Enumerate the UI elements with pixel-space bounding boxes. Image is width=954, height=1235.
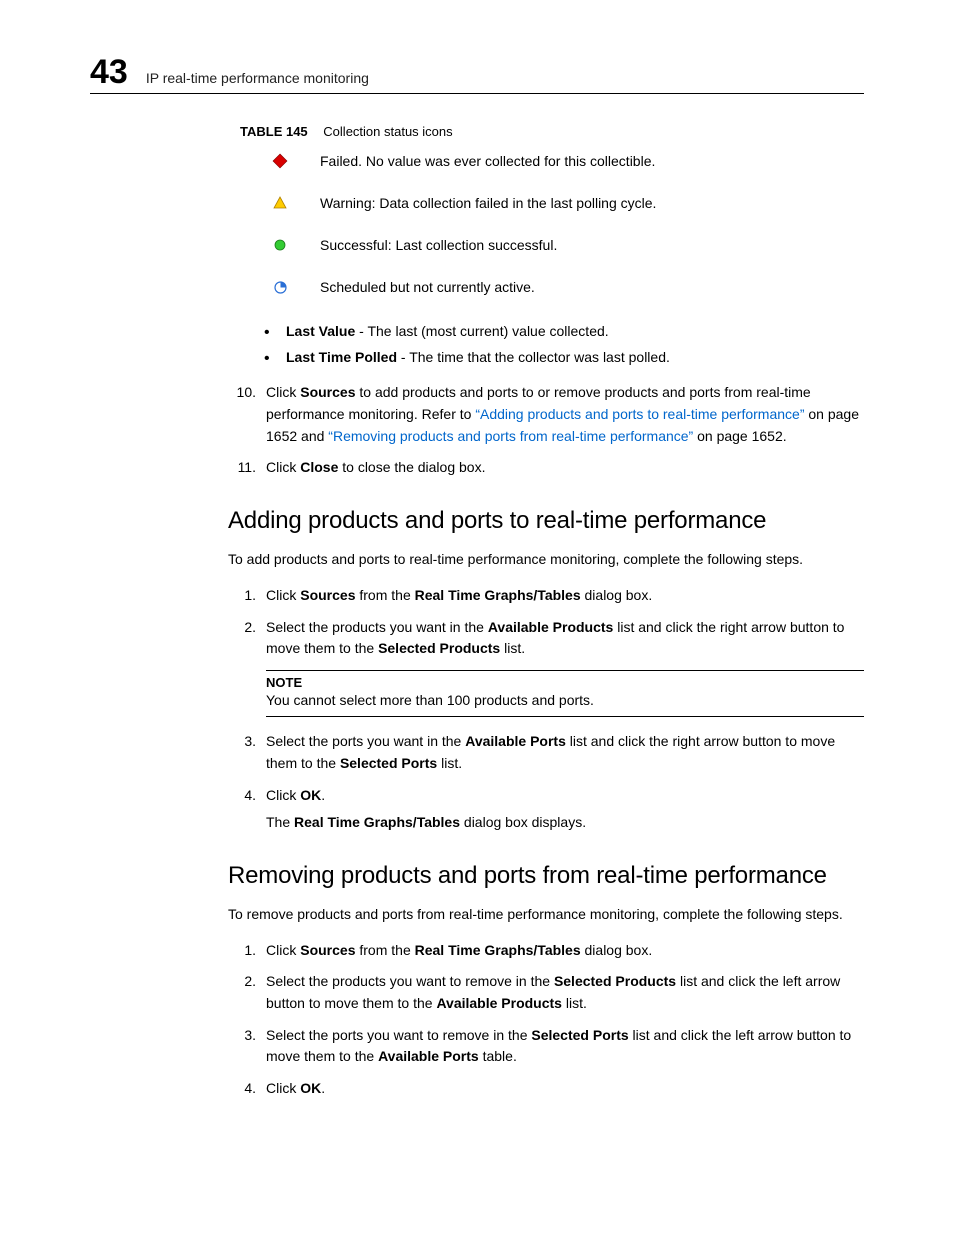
table-caption: TABLE 145 Collection status icons	[240, 124, 864, 139]
step-a2: 2. Select the products you want in the A…	[228, 617, 864, 660]
def-desc: - The last (most current) value collecte…	[355, 323, 608, 339]
def-term: Last Value	[286, 323, 355, 339]
steps-removing: 1. Click Sources from the Real Time Grap…	[228, 940, 864, 1100]
section-adding: Adding products and ports to real-time p…	[228, 507, 864, 535]
definition-list: Last Value - The last (most current) val…	[90, 321, 864, 368]
status-row-warning: Warning: Data collection failed in the l…	[240, 195, 864, 211]
scheduled-icon	[240, 281, 320, 294]
success-icon	[240, 239, 320, 251]
note-body: You cannot select more than 100 products…	[266, 690, 864, 710]
link-adding-products[interactable]: “Adding products and ports to real-time …	[475, 406, 804, 422]
step-a4: 4. Click OK. The Real Time Graphs/Tables…	[228, 785, 864, 834]
intro-adding: To add products and ports to real-time p…	[228, 549, 864, 571]
chapter-number: 43	[90, 55, 128, 89]
step-body: Click Close to close the dialog box.	[266, 457, 864, 479]
step-11: 11. Click Close to close the dialog box.	[228, 457, 864, 479]
def-term: Last Time Polled	[286, 349, 397, 365]
step-number: 10.	[228, 382, 266, 447]
note-box: NOTE You cannot select more than 100 pro…	[266, 670, 864, 717]
steps-adding-cont: 3. Select the ports you want in the Avai…	[228, 731, 864, 834]
def-last-value: Last Value - The last (most current) val…	[264, 321, 864, 343]
steps-adding: 1. Click Sources from the Real Time Grap…	[228, 585, 864, 660]
table-label-caption: Collection status icons	[323, 124, 452, 139]
failed-icon	[240, 153, 320, 169]
step-10: 10. Click Sources to add products and po…	[228, 382, 864, 447]
status-row-scheduled: Scheduled but not currently active.	[240, 279, 864, 295]
status-row-failed: Failed. No value was ever collected for …	[240, 153, 864, 169]
continued-steps: 10. Click Sources to add products and po…	[228, 382, 864, 479]
status-text: Scheduled but not currently active.	[320, 279, 535, 295]
step-b1: 1. Click Sources from the Real Time Grap…	[228, 940, 864, 962]
step-body: Click Sources to add products and ports …	[266, 382, 864, 447]
heading-adding: Adding products and ports to real-time p…	[228, 507, 864, 535]
page: 43 IP real-time performance monitoring T…	[0, 0, 954, 1235]
heading-removing: Removing products and ports from real-ti…	[228, 862, 864, 890]
step-number: 11.	[228, 457, 266, 479]
step-b4: 4. Click OK.	[228, 1078, 864, 1100]
status-text: Successful: Last collection successful.	[320, 237, 557, 253]
status-icon-table: TABLE 145 Collection status icons Failed…	[240, 124, 864, 295]
table-label-number: TABLE 145	[240, 124, 308, 139]
step-a4-result: The Real Time Graphs/Tables dialog box d…	[266, 812, 864, 834]
def-desc: - The time that the collector was last p…	[397, 349, 670, 365]
intro-removing: To remove products and ports from real-t…	[228, 904, 864, 926]
step-b3: 3. Select the ports you want to remove i…	[228, 1025, 864, 1068]
status-text: Failed. No value was ever collected for …	[320, 153, 655, 169]
running-header: 43 IP real-time performance monitoring	[90, 55, 864, 94]
section-removing: Removing products and ports from real-ti…	[228, 862, 864, 890]
note-title: NOTE	[266, 675, 864, 690]
step-a3: 3. Select the ports you want in the Avai…	[228, 731, 864, 774]
running-title: IP real-time performance monitoring	[146, 70, 369, 86]
step-a1: 1. Click Sources from the Real Time Grap…	[228, 585, 864, 607]
status-row-success: Successful: Last collection successful.	[240, 237, 864, 253]
def-last-time-polled: Last Time Polled - The time that the col…	[264, 347, 864, 369]
link-removing-products[interactable]: “Removing products and ports from real-t…	[328, 428, 693, 444]
step-b2: 2. Select the products you want to remov…	[228, 971, 864, 1014]
status-text: Warning: Data collection failed in the l…	[320, 195, 656, 211]
warning-icon	[240, 196, 320, 210]
